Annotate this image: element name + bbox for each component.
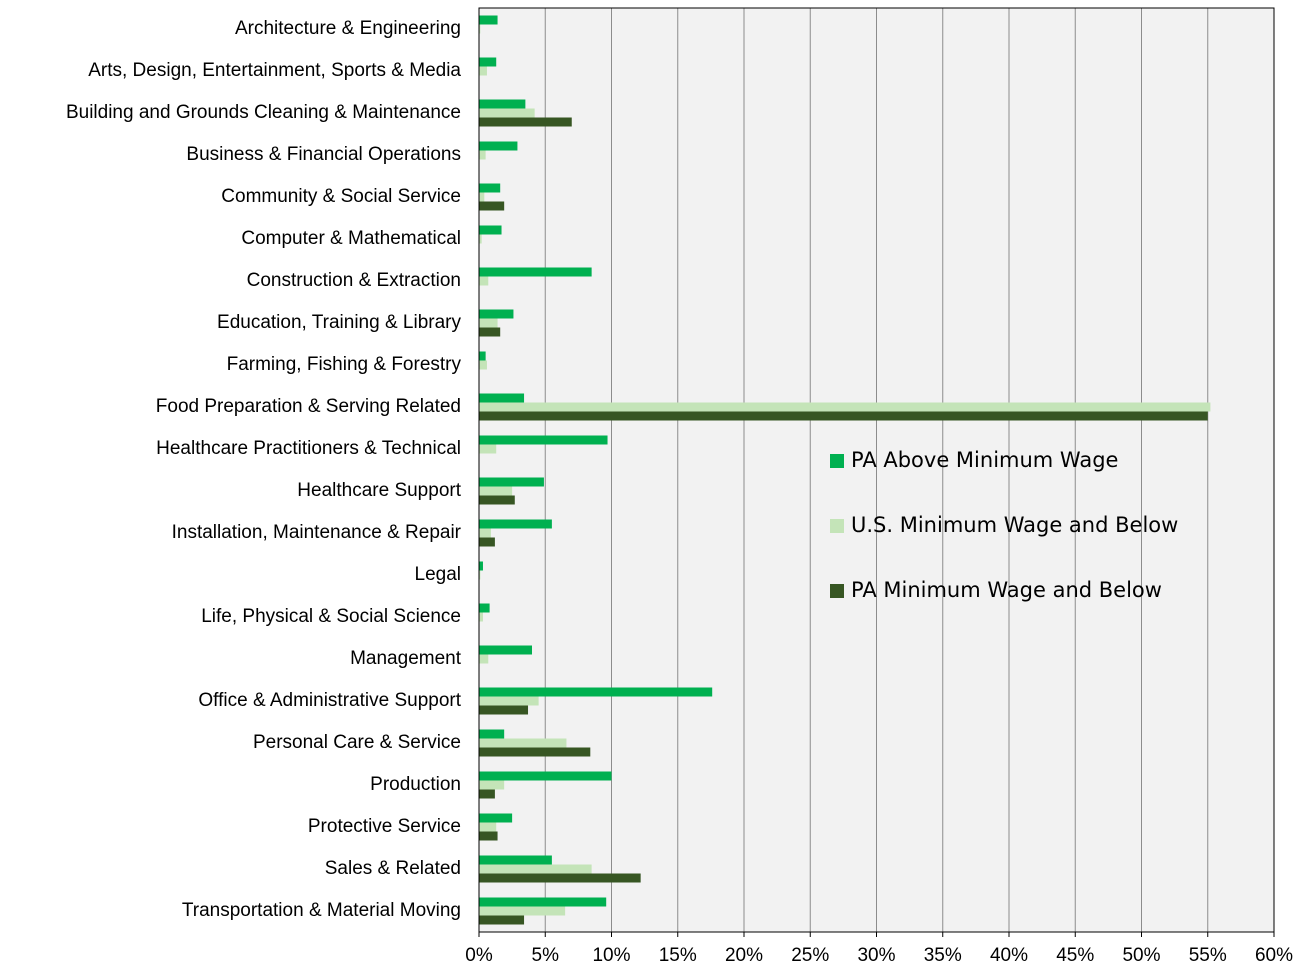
y-tick-label: Business & Financial Operations xyxy=(186,144,461,165)
y-tick-label: Life, Physical & Social Science xyxy=(201,606,461,627)
x-tick-label: 55% xyxy=(1189,945,1227,966)
bar xyxy=(479,873,641,883)
bar xyxy=(479,603,490,613)
y-tick-label: Legal xyxy=(415,564,462,585)
bar xyxy=(479,915,525,925)
y-tick-label: Sales & Related xyxy=(325,858,461,879)
bar xyxy=(479,225,502,235)
bar xyxy=(479,813,513,823)
x-tick-label: 50% xyxy=(1122,945,1160,966)
y-tick-label: Construction & Extraction xyxy=(247,270,461,291)
bar xyxy=(479,855,552,865)
x-tick-label: 20% xyxy=(725,945,763,966)
bar xyxy=(479,528,491,538)
x-tick-label: 0% xyxy=(465,945,493,966)
bar xyxy=(479,705,529,715)
bar xyxy=(479,687,713,697)
y-tick-label: Arts, Design, Entertainment, Sports & Me… xyxy=(88,60,461,81)
bar xyxy=(479,435,608,445)
bar xyxy=(479,108,535,118)
y-tick-label: Installation, Maintenance & Repair xyxy=(172,522,462,543)
bar xyxy=(479,150,486,160)
bar xyxy=(479,738,567,748)
y-tick-label: Building and Grounds Cleaning & Maintena… xyxy=(66,102,461,123)
y-tick-label: Management xyxy=(350,648,462,669)
x-tick-label: 10% xyxy=(592,945,630,966)
legend-label: PA Minimum Wage and Below xyxy=(851,578,1162,602)
y-tick-label: Healthcare Support xyxy=(297,480,461,501)
bar xyxy=(479,696,539,706)
bar xyxy=(479,201,505,211)
bar xyxy=(479,267,592,277)
bar xyxy=(479,477,544,487)
bar xyxy=(479,351,486,361)
x-tick-label: 25% xyxy=(791,945,829,966)
bar xyxy=(479,486,513,496)
bar xyxy=(479,411,1208,421)
y-tick-label: Food Preparation & Serving Related xyxy=(156,396,461,417)
bar xyxy=(479,729,505,739)
bar xyxy=(479,234,482,244)
bar xyxy=(479,318,498,328)
bar xyxy=(479,309,514,319)
bar xyxy=(479,897,607,907)
bar xyxy=(479,570,481,580)
bar xyxy=(479,393,525,403)
bar xyxy=(479,192,485,202)
legend-swatch xyxy=(830,454,844,468)
bar xyxy=(479,537,495,547)
bar xyxy=(479,654,489,664)
x-tick-label: 60% xyxy=(1255,945,1293,966)
bar xyxy=(479,15,498,25)
y-tick-label: Computer & Mathematical xyxy=(241,228,461,249)
bar xyxy=(479,612,483,622)
bar xyxy=(479,561,483,571)
bar xyxy=(479,645,532,655)
x-tick-label: 5% xyxy=(532,945,560,966)
bar xyxy=(479,402,1211,412)
y-tick-label: Healthcare Practitioners & Technical xyxy=(156,438,461,459)
bar xyxy=(479,276,489,286)
legend-swatch xyxy=(830,519,844,533)
bar xyxy=(479,747,591,757)
bar xyxy=(479,495,515,505)
bar xyxy=(479,183,501,193)
bar xyxy=(479,789,495,799)
y-tick-label: Education, Training & Library xyxy=(217,312,461,333)
bar xyxy=(479,360,487,370)
y-tick-label: Architecture & Engineering xyxy=(235,18,461,39)
y-tick-label: Protective Service xyxy=(308,816,461,837)
bar xyxy=(479,444,497,454)
bar xyxy=(479,822,497,832)
bar xyxy=(479,906,566,916)
bar xyxy=(479,24,481,34)
y-tick-label: Personal Care & Service xyxy=(253,732,461,753)
x-tick-label: 45% xyxy=(1056,945,1094,966)
x-tick-label: 15% xyxy=(659,945,697,966)
legend-label: PA Above Minimum Wage xyxy=(851,448,1118,472)
bar xyxy=(479,831,498,841)
x-tick-label: 40% xyxy=(990,945,1028,966)
y-tick-label: Farming, Fishing & Forestry xyxy=(227,354,462,375)
bar xyxy=(479,780,505,790)
bar xyxy=(479,99,526,109)
legend-swatch xyxy=(830,584,844,598)
bar xyxy=(479,66,487,76)
y-tick-label: Production xyxy=(370,774,461,795)
bar xyxy=(479,141,518,151)
bar xyxy=(479,327,501,337)
y-tick-label: Office & Administrative Support xyxy=(198,690,461,711)
x-tick-label: 30% xyxy=(857,945,895,966)
x-tick-label: 35% xyxy=(924,945,962,966)
bar xyxy=(479,57,497,67)
bar xyxy=(479,117,572,127)
y-tick-label: Transportation & Material Moving xyxy=(182,900,461,921)
bar xyxy=(479,519,552,529)
legend-label: U.S. Minimum Wage and Below xyxy=(851,513,1178,537)
y-tick-label: Community & Social Service xyxy=(221,186,461,207)
bar xyxy=(479,771,612,781)
plot-border xyxy=(478,7,1275,933)
bar xyxy=(479,864,592,874)
